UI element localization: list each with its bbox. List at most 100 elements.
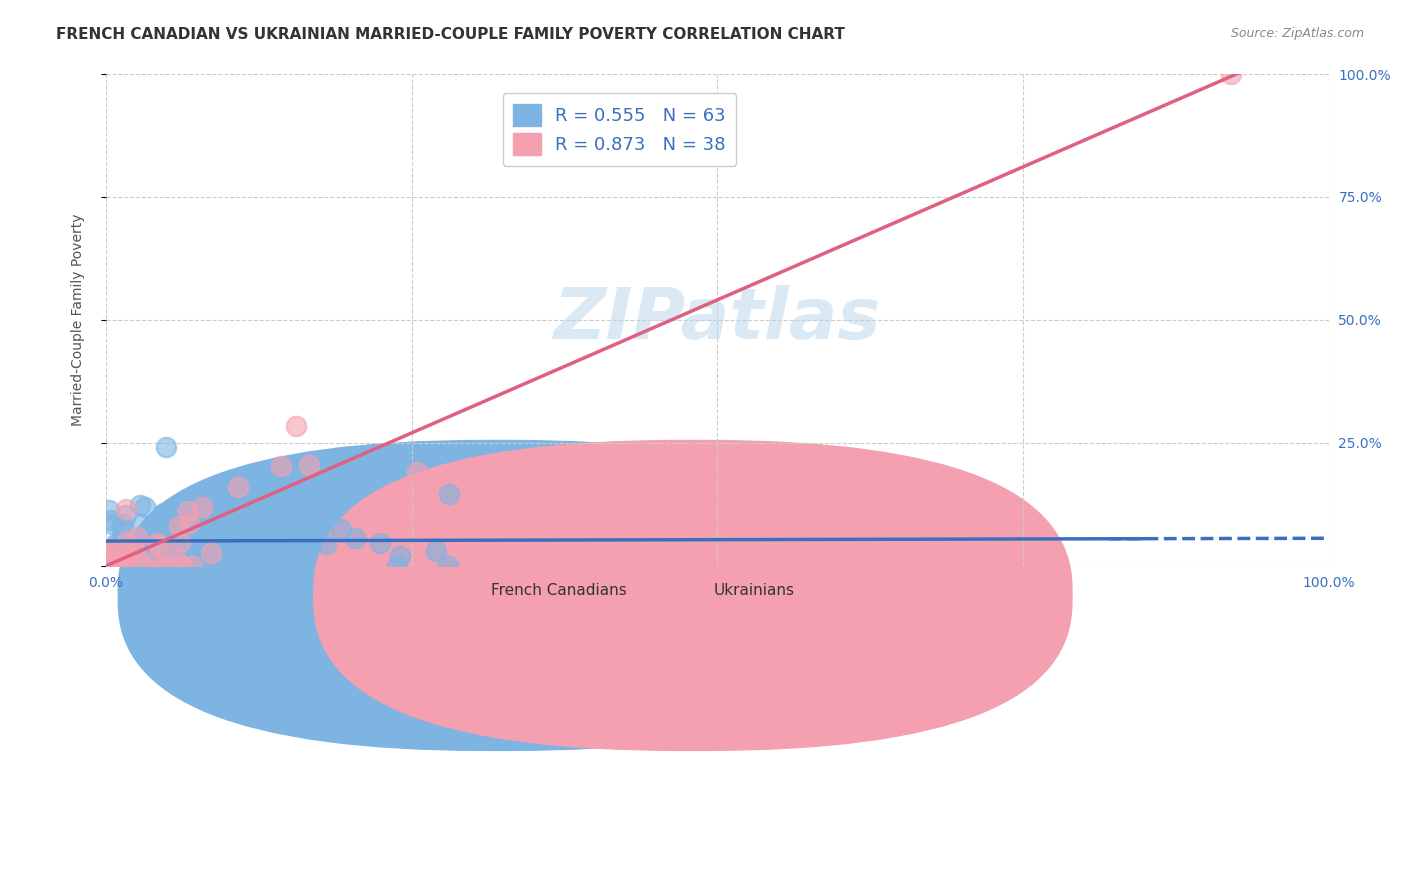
Point: [228, 480, 250, 494]
Point: [104, 537, 127, 551]
Point: [187, 511, 209, 525]
Point: [385, 558, 408, 573]
Point: [437, 487, 460, 501]
Point: [110, 519, 132, 533]
Point: [245, 558, 267, 573]
Point: [115, 551, 138, 566]
Legend: R = 0.555   N = 63, R = 0.873   N = 38: R = 0.555 N = 63, R = 0.873 N = 38: [503, 93, 737, 166]
Y-axis label: Married-Couple Family Poverty: Married-Couple Family Poverty: [72, 214, 86, 426]
Point: [111, 516, 134, 531]
Point: [131, 558, 153, 573]
Point: [208, 521, 231, 535]
Point: [100, 513, 122, 527]
Point: [125, 530, 148, 544]
Point: [125, 558, 148, 573]
Point: [105, 556, 128, 570]
Point: [315, 537, 337, 551]
Point: [344, 531, 367, 545]
FancyBboxPatch shape: [118, 441, 876, 750]
Point: [100, 558, 122, 573]
Point: [101, 544, 124, 558]
Point: [148, 539, 170, 553]
Point: [117, 554, 139, 568]
Point: [139, 531, 162, 545]
Point: [389, 549, 412, 563]
Point: [162, 530, 184, 544]
Point: [101, 558, 124, 573]
Point: [114, 541, 136, 556]
Point: [184, 543, 207, 558]
Point: [172, 500, 194, 515]
Point: [187, 508, 209, 523]
Point: [152, 506, 174, 520]
Text: ZIPatlas: ZIPatlas: [554, 285, 882, 354]
Point: [150, 558, 173, 573]
Point: [98, 503, 121, 517]
Text: Source: ZipAtlas.com: Source: ZipAtlas.com: [1230, 27, 1364, 40]
Point: [111, 525, 134, 540]
Point: [370, 536, 392, 550]
Point: [96, 541, 118, 556]
Point: [107, 535, 129, 549]
Point: [105, 558, 128, 573]
Point: [270, 458, 292, 473]
Point: [270, 537, 292, 551]
Point: [284, 418, 307, 433]
Point: [165, 550, 187, 565]
Point: [240, 524, 263, 538]
Point: [134, 500, 156, 514]
Point: [131, 548, 153, 562]
Point: [97, 558, 120, 573]
Point: [425, 543, 447, 558]
Point: [104, 557, 127, 571]
Point: [117, 558, 139, 573]
Point: [177, 516, 200, 531]
Point: [166, 541, 188, 555]
Point: [169, 535, 191, 549]
Point: [131, 516, 153, 531]
Point: [155, 440, 177, 454]
Text: Ukrainians: Ukrainians: [713, 583, 794, 599]
Point: [215, 554, 238, 568]
Point: [107, 558, 129, 573]
Point: [224, 558, 246, 573]
Point: [118, 549, 141, 564]
Point: [184, 533, 207, 548]
Point: [406, 465, 429, 479]
Point: [190, 500, 212, 514]
Point: [124, 542, 146, 557]
Point: [291, 508, 314, 522]
Point: [97, 558, 120, 573]
Point: [181, 558, 204, 573]
Point: [200, 546, 222, 560]
Text: French Canadians: French Canadians: [491, 583, 626, 599]
Point: [172, 558, 194, 573]
Point: [110, 558, 132, 573]
Point: [115, 535, 138, 549]
Text: FRENCH CANADIAN VS UKRAINIAN MARRIED-COUPLE FAMILY POVERTY CORRELATION CHART: FRENCH CANADIAN VS UKRAINIAN MARRIED-COU…: [56, 27, 845, 42]
Point: [128, 544, 150, 558]
Point: [436, 558, 458, 573]
Point: [256, 510, 278, 524]
Point: [131, 549, 153, 563]
Point: [101, 517, 124, 532]
Point: [118, 555, 141, 569]
Point: [329, 522, 352, 536]
Point: [145, 556, 167, 570]
Point: [115, 502, 138, 516]
Point: [128, 498, 150, 512]
Point: [183, 558, 205, 573]
Point: [1219, 67, 1241, 81]
Point: [115, 549, 138, 564]
Point: [146, 536, 169, 550]
Point: [169, 519, 191, 533]
Point: [297, 458, 319, 473]
Point: [98, 546, 121, 560]
Point: [201, 516, 224, 531]
Point: [160, 558, 183, 573]
Point: [114, 508, 136, 522]
Point: [112, 542, 135, 557]
Point: [141, 558, 163, 573]
FancyBboxPatch shape: [314, 441, 1071, 750]
Point: [115, 558, 138, 573]
